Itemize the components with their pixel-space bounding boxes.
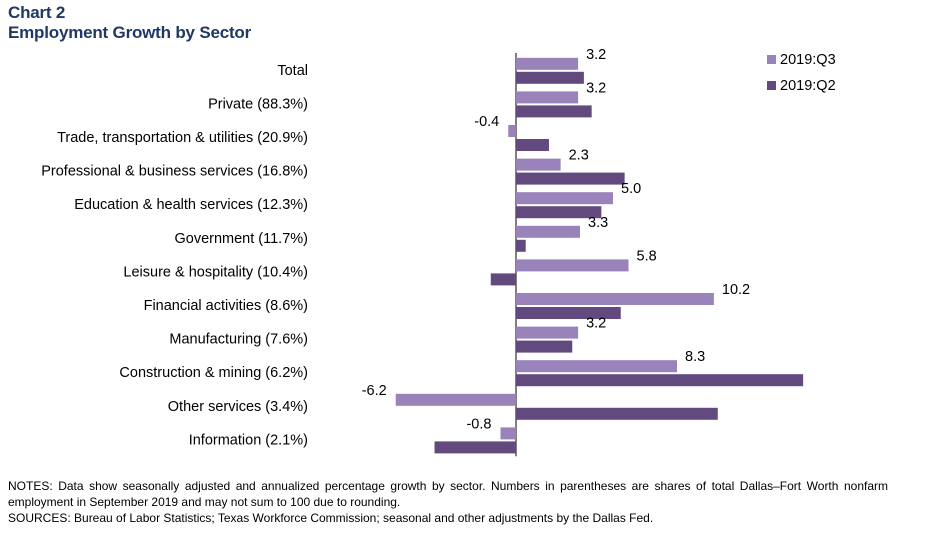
category-label: Private (88.3%) — [208, 96, 308, 112]
bar-2019q2 — [516, 307, 621, 319]
legend-swatch — [767, 55, 776, 64]
bar-2019q3 — [516, 360, 678, 373]
category-label: Professional & business services (16.8%) — [41, 164, 308, 180]
bar-2019q3 — [516, 158, 561, 171]
bar-chart: Total 3.2 Private (88.3%) 3.2 Trade, transpo… — [41, 47, 836, 457]
category-label: Education & health services (12.3%) — [74, 197, 308, 213]
category-label: Government (11.7%) — [174, 231, 308, 247]
data-label-2019q3: 3.2 — [586, 80, 606, 96]
bar-2019q2 — [516, 206, 602, 219]
legend-label: 2019:Q2 — [780, 78, 836, 94]
data-label-2019q3: 10.2 — [722, 282, 750, 298]
category-label: Manufacturing (7.6%) — [169, 332, 308, 348]
bar-2019q3 — [500, 427, 516, 440]
data-label-2019q3: 5.0 — [621, 181, 641, 197]
bar-2019q2 — [516, 105, 592, 118]
bar-2019q3 — [508, 125, 516, 137]
bar-2019q2 — [516, 71, 584, 84]
bar-2019q3 — [516, 225, 581, 238]
data-label-2019q3: 8.3 — [685, 349, 705, 365]
bar-2019q2 — [434, 441, 516, 454]
chart-title-block: Chart 2 Employment Growth by Sector — [8, 3, 251, 43]
bar-2019q2 — [516, 407, 718, 420]
chart-number: Chart 2 — [8, 3, 66, 22]
legend-swatch — [767, 81, 776, 90]
bar-2019q2 — [516, 340, 573, 353]
bar-2019q3 — [395, 393, 516, 406]
chart-title: Employment Growth by Sector — [8, 23, 252, 42]
legend-label: 2019:Q3 — [780, 52, 836, 68]
category-label: Total — [277, 63, 308, 79]
category-label: Construction & mining (6.2%) — [119, 365, 308, 381]
data-label-2019q3: 3.3 — [588, 215, 608, 231]
bar-2019q2 — [516, 374, 804, 387]
bar-2019q2 — [516, 139, 549, 151]
sources-text: SOURCES: Bureau of Labor Statistics; Tex… — [8, 511, 654, 525]
category-label: Financial activities (8.6%) — [144, 298, 308, 314]
category-label: Leisure & hospitality (10.4%) — [123, 264, 308, 280]
data-label-2019q3: 3.2 — [586, 47, 606, 63]
bar-2019q3 — [516, 57, 579, 70]
category-label: Other services (3.4%) — [168, 399, 308, 415]
notes-text: NOTES: Data show seasonally adjusted and… — [8, 479, 888, 509]
data-label-2019q3: 2.3 — [569, 148, 589, 164]
category-label: Information (2.1%) — [189, 432, 308, 448]
bar-2019q3 — [516, 91, 579, 104]
data-label-2019q3: -0.4 — [474, 114, 499, 130]
bar-2019q3 — [516, 293, 714, 305]
data-label-2019q3: 5.8 — [637, 248, 657, 264]
bar-2019q2 — [516, 172, 625, 185]
bar-2019q2 — [490, 273, 516, 286]
bar-2019q2 — [516, 239, 526, 252]
data-label-2019q3: -6.2 — [362, 383, 387, 399]
bar-2019q3 — [516, 326, 579, 339]
category-label: Trade, transportation & utilities (20.9%… — [57, 130, 308, 146]
data-label-2019q3: -0.8 — [466, 416, 491, 432]
bar-2019q3 — [516, 259, 629, 272]
data-label-2019q3: 3.2 — [586, 316, 606, 332]
chart-notes: NOTES: Data show seasonally adjusted and… — [8, 478, 888, 526]
bar-2019q3 — [516, 192, 613, 205]
